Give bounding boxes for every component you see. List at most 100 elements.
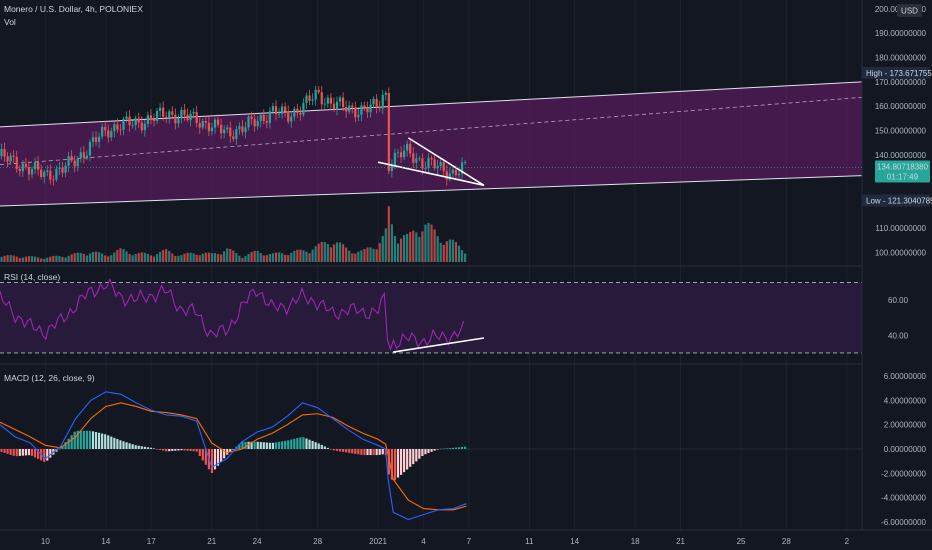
volume-bar <box>101 253 104 262</box>
macd-histogram-bar <box>116 439 119 449</box>
volume-bar <box>421 231 424 262</box>
volume-bar <box>253 250 256 262</box>
candle-body <box>85 155 88 158</box>
volume-bar <box>457 245 461 262</box>
macd-histogram-bar <box>372 449 375 456</box>
rsi-axis[interactable]: 60.00 40.00 <box>888 296 909 340</box>
candle-body <box>21 163 24 172</box>
macd-histogram-bar <box>98 432 101 449</box>
macd-histogram-bar <box>61 445 64 449</box>
macd-histogram-bar <box>140 446 143 449</box>
volume-bar <box>183 253 186 262</box>
volume-bar <box>284 254 287 262</box>
candle-body <box>293 108 296 117</box>
macd-histogram-bar <box>299 437 302 449</box>
candle-body <box>448 173 451 180</box>
volume-bar <box>277 252 281 262</box>
macd-histogram-bar <box>67 438 70 449</box>
candle-body <box>192 111 195 114</box>
macd-histogram-bar <box>308 439 311 449</box>
macd-histogram-bar <box>460 446 464 449</box>
candle-body <box>226 127 229 130</box>
volume-bar <box>262 255 265 262</box>
macd-histogram-bar <box>430 449 433 452</box>
time-tick-label: 28 <box>313 537 322 546</box>
volume-bar <box>162 250 165 262</box>
candle-body <box>162 107 165 117</box>
candle-body <box>424 168 427 169</box>
macd-histogram-bar <box>354 449 357 454</box>
macd-histogram-bar <box>70 435 73 449</box>
volume-bar <box>27 256 31 262</box>
candle-body <box>73 160 76 167</box>
time-tick-label: 2021 <box>369 537 387 546</box>
candle-body <box>119 129 122 131</box>
wedge-upper-line <box>407 137 485 187</box>
macd-histogram-bar <box>110 436 113 449</box>
candle-body <box>433 159 436 169</box>
macd-histogram-bar <box>232 449 235 450</box>
candle-body <box>274 106 278 115</box>
volume-bar <box>55 255 58 262</box>
volume-bar <box>308 253 311 262</box>
macd-histogram-bar <box>125 442 128 449</box>
macd-axis[interactable]: 6.00000000 4.00000000 2.00000000 0.00000000… <box>881 372 926 527</box>
candle-body <box>427 157 430 169</box>
candle-body <box>372 98 375 105</box>
volume-bar <box>64 257 67 262</box>
candle-body <box>381 94 384 109</box>
macd-histogram-bar <box>375 449 378 456</box>
candle-body <box>268 111 271 123</box>
candle-body <box>235 129 238 140</box>
time-axis[interactable]: 10 14 17 21 24 28 2021 4 7 11 14 18 21 25 28 2 <box>0 529 932 546</box>
price-candles <box>0 85 467 186</box>
volume-bar <box>354 253 357 262</box>
volume-bar <box>430 224 433 262</box>
volume-bar <box>357 251 360 262</box>
macd-histogram-bar <box>250 441 253 449</box>
volume-bar <box>369 247 372 262</box>
rsi-tick-label: 60.00 <box>888 296 909 305</box>
candle-body <box>314 89 317 100</box>
macd-histogram-bar <box>378 449 381 455</box>
candle-body <box>308 95 311 101</box>
volume-bar <box>271 253 275 262</box>
volume-bars <box>0 206 467 262</box>
candle-body <box>329 97 332 104</box>
volume-bar <box>165 249 168 262</box>
volume-bar <box>464 253 467 262</box>
candle-body <box>247 116 250 128</box>
volume-bar <box>192 253 195 262</box>
price-tick-label: 170.00000000 <box>875 78 927 87</box>
candle-body <box>180 109 183 119</box>
channel-upper-line <box>0 81 863 128</box>
macd-histogram-bar <box>241 441 244 449</box>
candle-body <box>186 114 189 121</box>
candle-body <box>360 105 363 115</box>
macd-histogram-bar <box>415 449 418 462</box>
candle-body <box>271 106 275 112</box>
candle-body <box>305 95 308 103</box>
volume-bar <box>329 247 332 262</box>
time-tick-label: 18 <box>631 537 640 546</box>
macd-histogram-bar <box>37 449 40 459</box>
volume-bar <box>30 256 34 262</box>
currency-badge[interactable] <box>897 4 922 17</box>
price-tick-label: 180.00000000 <box>875 54 927 63</box>
macd-histogram-bar <box>24 449 27 456</box>
macd-histogram-bar <box>326 447 329 449</box>
volume-bar <box>342 244 345 262</box>
candle-body <box>439 162 442 167</box>
volume-bar <box>229 248 232 262</box>
candle-body <box>345 106 348 112</box>
volume-bar <box>241 257 244 262</box>
falling-wedge <box>377 137 485 187</box>
macd-histogram-bar <box>82 430 85 449</box>
volume-bar <box>396 243 400 262</box>
time-tick-label: 25 <box>737 537 746 546</box>
macd-histogram-bar <box>119 440 122 449</box>
volume-bar <box>363 249 366 262</box>
macd-histogram-bar <box>229 449 232 453</box>
macd-histogram-bar <box>421 449 424 456</box>
